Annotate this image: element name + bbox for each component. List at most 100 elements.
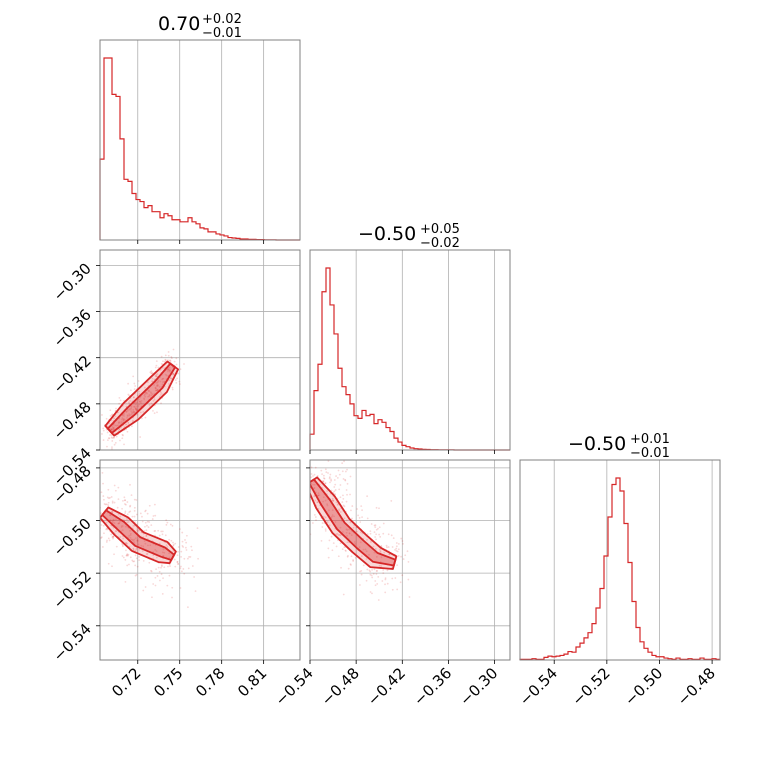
sample-point — [352, 559, 355, 561]
sample-point — [130, 410, 133, 413]
sample-point — [322, 515, 325, 518]
sample-point — [107, 504, 110, 506]
sample-point — [128, 563, 130, 566]
sample-point — [382, 572, 385, 575]
sample-point — [365, 579, 368, 582]
sample-point — [396, 550, 399, 553]
sample-point — [129, 399, 132, 402]
sample-point — [303, 494, 305, 496]
sample-point — [154, 549, 157, 551]
sample-point — [113, 522, 116, 524]
sample-point — [165, 519, 168, 522]
sample-point — [169, 565, 171, 567]
sample-point — [302, 495, 304, 497]
sample-point — [127, 421, 130, 424]
sample-point — [171, 386, 174, 389]
sample-point — [189, 556, 192, 558]
sample-point — [275, 512, 277, 514]
sample-point — [146, 553, 149, 555]
sample-point — [120, 525, 123, 527]
sample-point — [102, 427, 105, 430]
sample-point — [306, 504, 308, 506]
sample-point — [112, 427, 114, 429]
sample-point — [334, 489, 337, 491]
sample-point — [156, 575, 159, 577]
sample-point — [128, 402, 131, 405]
sample-point — [370, 574, 373, 577]
sample-point — [121, 433, 124, 436]
sample-point — [310, 476, 313, 479]
sample-point — [122, 434, 124, 437]
sample-point — [372, 572, 375, 575]
sample-point — [160, 392, 163, 394]
sample-point — [313, 483, 316, 486]
sample-point — [334, 483, 337, 486]
sample-point — [346, 535, 349, 537]
sample-point — [316, 501, 319, 503]
sample-point — [191, 549, 193, 552]
sample-point — [130, 406, 133, 409]
sample-point — [324, 529, 327, 532]
sample-point — [356, 508, 359, 510]
sample-point — [342, 593, 345, 596]
sample-point — [302, 466, 304, 468]
sample-point — [328, 524, 331, 527]
sample-point — [126, 415, 129, 418]
sample-point — [391, 546, 394, 548]
hist-frame-2 — [519, 459, 721, 661]
sample-point — [120, 418, 123, 421]
sample-point — [345, 531, 348, 534]
sample-point — [373, 531, 376, 534]
sample-point — [302, 495, 304, 497]
sample-point — [81, 492, 83, 494]
sample-point — [154, 529, 157, 532]
sample-point — [118, 422, 120, 425]
sample-point — [149, 371, 152, 374]
sample-point — [297, 489, 299, 491]
sample-point — [301, 485, 303, 487]
sample-point — [128, 413, 130, 415]
sample-point — [134, 408, 137, 411]
histogram-0 — [99, 57, 300, 241]
sample-point — [171, 373, 174, 376]
sample-point — [378, 507, 380, 510]
sample-point — [329, 473, 332, 476]
sample-point — [307, 481, 309, 483]
sample-point — [135, 499, 138, 501]
sample-point — [313, 513, 316, 516]
sample-point — [372, 545, 375, 548]
sample-point — [147, 544, 149, 547]
sample-point — [129, 504, 132, 507]
sample-point — [133, 396, 135, 399]
sample-point — [369, 570, 372, 573]
sample-point — [375, 538, 377, 541]
sample-point — [126, 409, 129, 412]
sample-point — [168, 369, 171, 372]
sample-point — [315, 519, 317, 522]
sample-point — [303, 469, 305, 471]
sample-point — [151, 377, 154, 380]
sample-point — [110, 428, 113, 430]
sample-point — [185, 534, 188, 537]
sample-point — [159, 579, 161, 582]
sample-point — [330, 479, 333, 482]
sample-point — [361, 516, 363, 519]
contour-outer — [310, 476, 398, 570]
sample-point — [348, 532, 351, 534]
sample-point — [320, 455, 322, 457]
sample-point — [174, 379, 177, 381]
sample-point — [359, 521, 362, 523]
sample-point — [172, 348, 175, 351]
sample-point — [386, 582, 389, 585]
sample-point — [126, 554, 129, 557]
sample-point — [394, 549, 396, 551]
sample-point — [124, 510, 127, 513]
sample-point — [342, 497, 345, 500]
sample-point — [320, 540, 323, 542]
sample-point — [133, 382, 136, 385]
sample-point — [150, 370, 153, 373]
sample-point — [106, 528, 109, 531]
sample-point — [316, 474, 319, 477]
sample-point — [170, 356, 173, 358]
